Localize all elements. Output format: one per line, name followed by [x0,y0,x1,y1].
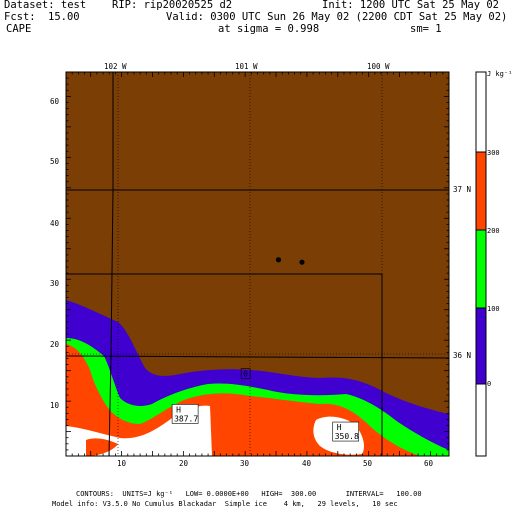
station-markers [275,257,305,265]
lat-label-37n: 37 N [453,185,472,194]
x-tick-20: 20 [179,459,189,468]
model-info: Model info: V3.5.0 No Cumulus Blackadar … [52,500,398,508]
low-marker: 0 [243,370,248,379]
init-label: Init: 1200 UTC Sat 25 May 02 [322,0,500,11]
axis-ticks [65,71,450,457]
colorbar-0-100 [476,308,486,384]
y-tick-20: 20 [50,340,60,349]
y-tick-50: 50 [50,157,60,166]
level-label: at sigma = 0.998 [218,23,320,35]
y-tick-60: 60 [50,97,60,106]
x-tick-40: 40 [302,459,312,468]
lon-label-102w: 102 W [104,62,127,71]
lon-label-100w: 100 W [367,62,390,71]
colorbar-unit-label: J kg⁻¹ [487,70,512,78]
y-tick-10: 10 [50,401,60,410]
state-boundaries [66,72,449,456]
x-tick-50: 50 [363,459,373,468]
colorbar-tick-0: 0 [487,380,492,388]
valid-label: Valid: 0300 UTC Sun 26 May 02 (2200 CDT … [166,11,508,23]
colorbar-tick-300: 300 [487,149,500,157]
station-marker-2 [299,259,305,265]
smoothing-label: sm= 1 [410,23,442,35]
colorbar [475,71,487,457]
colorbar-above-300 [476,72,486,152]
field-name: CAPE [6,23,32,35]
rip-label: RIP: rip20020525 d2 [112,0,233,11]
cape-band-200-300-inner [86,438,118,456]
fcst-label: Fcst: [4,11,36,23]
high-box-2 [332,421,360,442]
colorbar-tick-100: 100 [487,305,500,313]
x-tick-10: 10 [117,459,127,468]
lat-label-36n: 36 N [453,351,472,360]
lon-label-101w: 101 W [235,62,258,71]
fcst-value: 15.00 [48,11,80,23]
y-tick-30: 30 [50,279,60,288]
colorbar-frame [475,71,487,457]
station-marker-1 [275,257,282,263]
colorbar-below-0 [476,384,486,456]
high-value-1: 387.7 [174,414,198,423]
colorbar-tick-200: 200 [487,227,500,235]
high-marker-2: H [337,423,342,432]
x-tick-60: 60 [424,459,434,468]
dataset-label: Dataset: test [4,0,87,11]
y-tick-40: 40 [50,219,60,228]
high-box-1 [171,404,199,424]
colorbar-200-300 [476,152,486,230]
low-box [240,368,251,380]
contours-info: CONTOURS: UNITS=J kg⁻¹ LOW= 0.0000E+00 H… [76,490,422,498]
x-tick-30: 30 [240,459,250,468]
high-value-2: 350.8 [335,432,359,441]
colorbar-ticks [476,151,486,385]
colorbar-100-200 [476,230,486,308]
cape-field [66,72,449,456]
high-marker-1: H [176,405,181,414]
